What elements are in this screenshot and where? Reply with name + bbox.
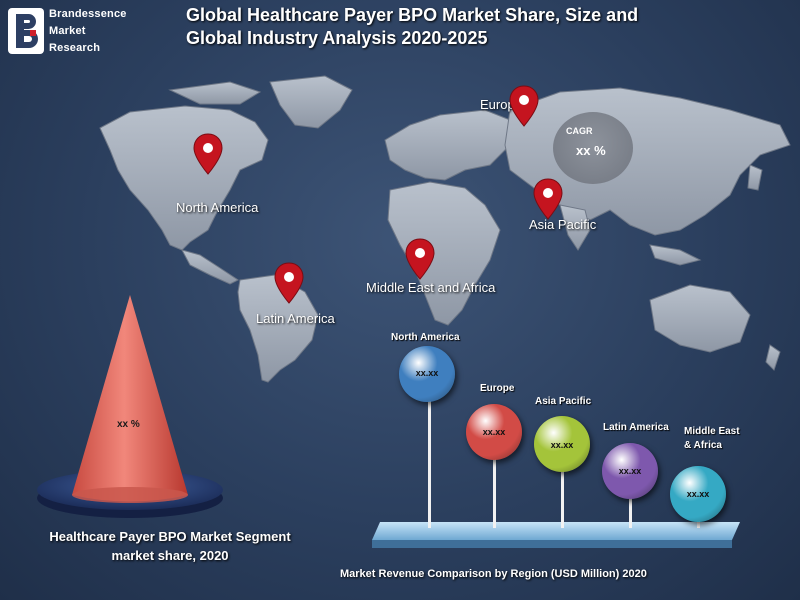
bubble-platform — [372, 522, 740, 548]
map-pin-icon — [509, 85, 539, 127]
greenland-shape — [269, 75, 353, 129]
region-label-north-america: North America — [176, 200, 259, 215]
bubble-stick — [493, 458, 496, 528]
bubble-name-line-2: & Africa — [684, 440, 722, 451]
cone-value: xx % — [117, 419, 140, 430]
logo-line-2: Market — [49, 25, 86, 37]
region-label-latin-america: Latin America — [256, 311, 335, 326]
bubble-chart-caption: Market Revenue Comparison by Region (USD… — [340, 568, 647, 580]
market-share-cone — [37, 295, 223, 518]
bubble-europe — [466, 404, 522, 460]
cagr-label: CAGR — [566, 126, 593, 136]
logo-b-icon — [8, 8, 44, 54]
bubble-name: Asia Pacific — [535, 396, 592, 407]
brand-logo: Brandessence Market Research — [0, 0, 140, 58]
bubble-name: North America — [391, 332, 460, 343]
bubble-name: Middle East & Africa — [684, 425, 740, 453]
bubble-value: xx.xx — [482, 427, 506, 437]
world-map — [99, 75, 791, 383]
bubble-name: Europe — [480, 383, 515, 394]
japan-shape — [747, 164, 763, 191]
bubble-name-line-1: Middle East — [684, 426, 740, 437]
new-zealand-shape — [765, 344, 781, 371]
map-pin-icon — [533, 178, 563, 220]
logo-line-1: Brandessence — [49, 8, 127, 20]
title-line-2: Global Industry Analysis 2020-2025 — [186, 28, 488, 48]
southeast-asia-shape — [649, 244, 702, 266]
bubble-stick — [629, 497, 632, 528]
africa-shape — [387, 181, 501, 326]
region-label-middle-east-africa: Middle East and Africa — [366, 280, 496, 295]
bubble-value: xx.xx — [686, 489, 710, 499]
page-title: Global Healthcare Payer BPO Market Share… — [186, 4, 746, 50]
south-america-shape — [237, 274, 319, 383]
cone-caption-line-1: Healthcare Payer BPO Market Segment — [49, 529, 291, 544]
bubble-middle-east-africa — [670, 466, 726, 522]
logo-line-3: Research — [49, 42, 101, 54]
bubble-asia-pacific — [534, 416, 590, 472]
cone-caption-line-2: market share, 2020 — [111, 548, 229, 563]
australia-shape — [649, 284, 751, 353]
bubble-north-america — [399, 346, 455, 402]
bubble-stick — [561, 470, 564, 528]
cone-body — [72, 295, 188, 502]
region-label-asia-pacific: Asia Pacific — [529, 217, 597, 232]
cagr-value: xx % — [576, 143, 606, 158]
arctic-islands-shape — [168, 81, 262, 105]
north-america-shape — [99, 105, 269, 251]
bubble-value: xx.xx — [618, 466, 642, 476]
bubble-value: xx.xx — [550, 440, 574, 450]
bubble-latin-america — [602, 443, 658, 499]
central-america-shape — [181, 249, 239, 285]
bubble-value: xx.xx — [415, 368, 439, 378]
map-pin-icon — [274, 262, 304, 304]
europe-shape — [384, 109, 511, 181]
bubble-name: Latin America — [603, 422, 669, 433]
bubble-stick — [697, 520, 700, 528]
bubble-stick — [428, 395, 431, 528]
india-shape — [559, 204, 591, 251]
cone-caption: Healthcare Payer BPO Market Segment mark… — [30, 527, 310, 565]
cagr-bubble — [553, 112, 633, 184]
map-pin-icon — [405, 238, 435, 280]
map-pin-icon — [193, 133, 223, 175]
title-line-1: Global Healthcare Payer BPO Market Share… — [186, 5, 639, 25]
